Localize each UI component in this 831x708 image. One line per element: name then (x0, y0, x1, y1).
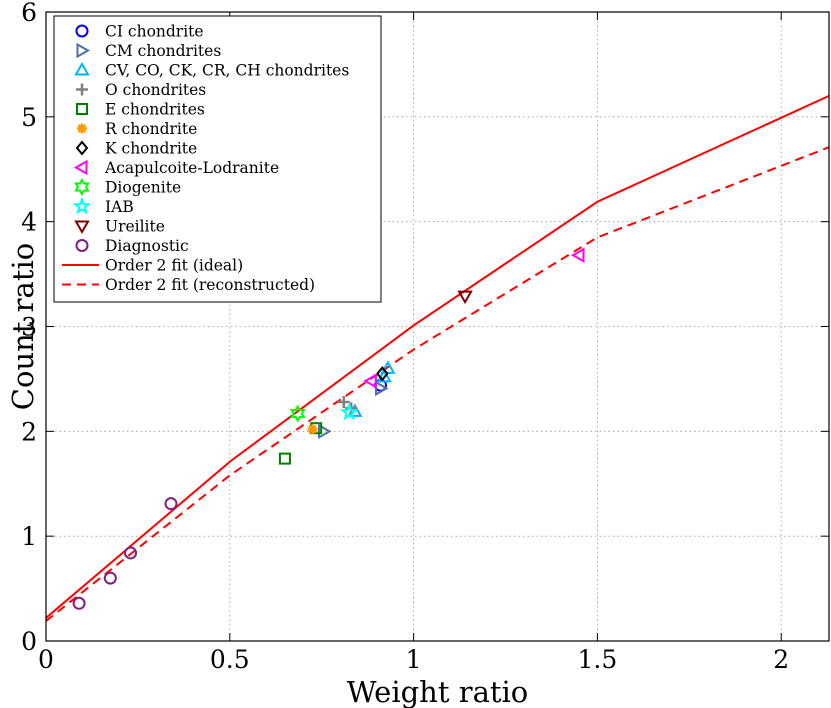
data-point (337, 395, 350, 408)
legend-label: Ureilite (105, 218, 165, 236)
legend-marker (73, 159, 88, 176)
legend-label: CV, CO, CK, CR, CH chondrites (105, 62, 349, 80)
data-point (318, 423, 332, 440)
data-point (457, 290, 473, 305)
x-tick-label: 0 (38, 645, 54, 674)
y-tick-label: 2 (21, 417, 37, 446)
legend-marker (76, 42, 91, 59)
y-tick-label: 6 (21, 0, 37, 27)
legend-label: R chondrite (105, 120, 197, 138)
data-point (376, 366, 389, 382)
data-point (103, 571, 117, 585)
legend-marker (75, 24, 89, 38)
legend-marker (75, 239, 89, 252)
data-point (376, 368, 392, 383)
data-point (307, 424, 318, 435)
y-tick-label: 4 (21, 208, 37, 237)
x-tick-label: 0.5 (210, 645, 250, 674)
data-point (278, 452, 291, 465)
x-tick-label: 2 (773, 645, 789, 674)
data-point (375, 380, 389, 397)
legend-marker (72, 196, 92, 215)
legend-marker (76, 83, 88, 96)
legend-marker (77, 123, 87, 134)
data-points (72, 247, 585, 610)
data-point (72, 596, 86, 610)
legend-marker (74, 177, 90, 197)
legend-label: IAB (105, 198, 134, 216)
y-tick-label: 5 (21, 103, 37, 132)
x-tick-label: 1 (406, 645, 422, 674)
data-point (124, 546, 138, 560)
legend-label: O chondrites (105, 81, 206, 99)
legend-label: CI chondrite (105, 23, 204, 41)
legend-marker (75, 140, 89, 156)
x-tick-label: 1.5 (578, 645, 618, 674)
data-point (363, 373, 377, 389)
y-tick-label: 1 (21, 522, 37, 551)
legend-label: E chondrites (105, 101, 205, 119)
y-tick-label: 0 (21, 627, 37, 656)
axis-ticks: 0 0.5 1 1.5 2 0 1 2 3 4 5 6 (21, 0, 829, 674)
legend-label: Order 2 fit (ideal) (105, 257, 243, 275)
legend-marker (74, 220, 90, 235)
legend-label: Diagnostic (105, 237, 189, 255)
legend-label: Diogenite (105, 179, 181, 197)
legend-label: Acapulcoite-Lodranite (104, 159, 279, 177)
fit-lines (45, 94, 830, 622)
x-axis-label: Weight ratio (347, 675, 529, 708)
data-point (339, 402, 359, 421)
legend-marker (76, 103, 88, 115)
data-point (164, 497, 178, 511)
fit-line (45, 94, 830, 619)
data-point (289, 404, 306, 423)
legend-marker (74, 61, 90, 76)
legend-label: Order 2 fit (reconstructed) (105, 276, 315, 294)
y-tick-label: 3 (21, 313, 37, 342)
legend-label: CM chondrites (105, 42, 221, 60)
data-point (571, 247, 585, 263)
legend-box (53, 15, 382, 303)
fit-line (45, 146, 830, 622)
y-axis-label: Count ratio (6, 243, 40, 410)
legend-label: K chondrite (105, 140, 197, 158)
